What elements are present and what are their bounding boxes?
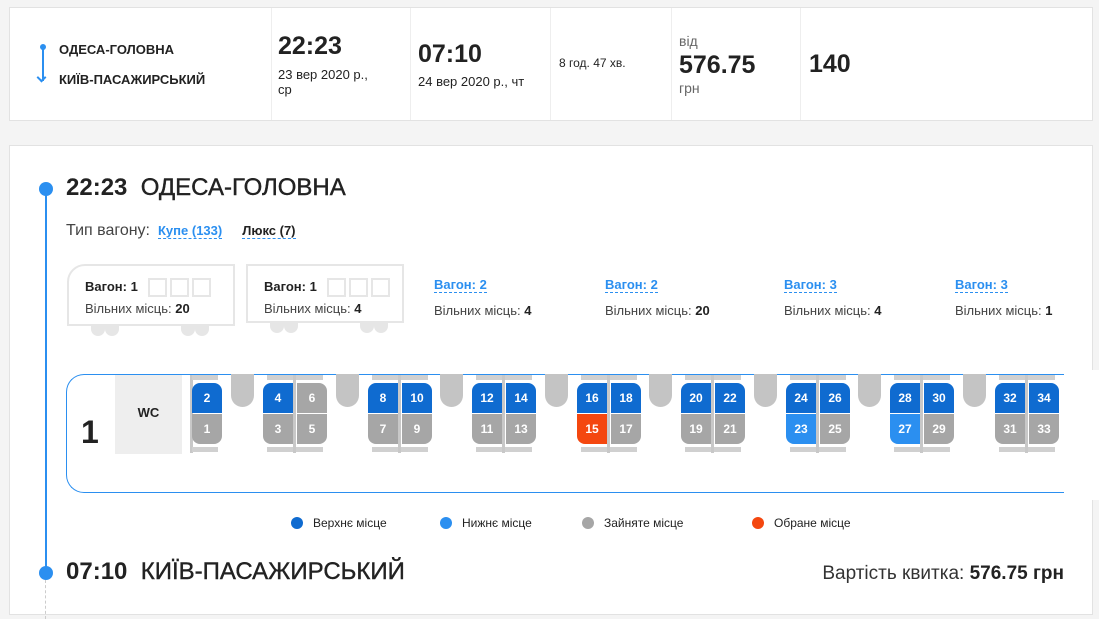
seat-33: 33	[1029, 414, 1059, 444]
seat-5: 5	[297, 414, 327, 444]
seat-12[interactable]: 12	[472, 383, 502, 413]
seat-30[interactable]: 30	[924, 383, 954, 413]
legend-item: Верхнє місце	[291, 516, 387, 530]
table-icon	[336, 374, 359, 407]
car-number: 1	[81, 414, 99, 450]
seat-9: 9	[402, 414, 432, 444]
seat-22[interactable]: 22	[715, 383, 745, 413]
to-station: КИЇВ-ПАСАЖИРСЬКИЙ	[59, 72, 206, 87]
wheel-icon	[270, 323, 284, 333]
seat-4[interactable]: 4	[263, 383, 293, 413]
seat-29: 29	[924, 414, 954, 444]
legend-dot-icon	[582, 517, 594, 529]
wagon-option[interactable]: Вагон: 3 Вільних місць: 1	[955, 277, 1053, 318]
seat-31: 31	[995, 414, 1025, 444]
seat-15[interactable]: 15	[577, 414, 607, 444]
currency: грн	[679, 80, 700, 96]
seat-count: 140	[809, 50, 851, 78]
wheel-icon	[374, 323, 388, 333]
from-station: ОДЕСА-ГОЛОВНА	[59, 42, 175, 57]
seat-11: 11	[472, 414, 502, 444]
seat-27[interactable]: 27	[890, 414, 920, 444]
wagon-type-selector: Тип вагону: Купе (133) Люкс (7)	[66, 222, 296, 240]
seat-24[interactable]: 24	[786, 383, 816, 413]
table-icon	[963, 374, 986, 407]
timeline-line	[45, 188, 47, 572]
table-icon	[231, 374, 254, 407]
wagon-option[interactable]: Вагон: 3 Вільних місць: 4	[784, 277, 882, 318]
seat-25: 25	[820, 414, 850, 444]
seat-18[interactable]: 18	[611, 383, 641, 413]
duration: 8 год. 47 хв.	[559, 56, 626, 70]
departure-time: 22:23	[278, 32, 342, 60]
wagon-card[interactable]: Вагон: 1 Вільних місць: 4	[246, 264, 404, 323]
legend-item: Нижнє місце	[440, 516, 532, 530]
arrival-time: 07:10	[418, 40, 482, 68]
route-arrow-icon	[36, 44, 47, 84]
seat-8[interactable]: 8	[368, 383, 398, 413]
wheel-icon	[284, 323, 298, 333]
table-icon	[440, 374, 463, 407]
table-icon	[545, 374, 568, 407]
departure-date: 23 вер 2020 р.,	[278, 67, 368, 82]
arrival-heading: 07:10 КИЇВ-ПАСАЖИРСЬКИЙ	[66, 558, 405, 585]
ticket-price: Вартість квитка: 576.75 грн	[822, 563, 1064, 584]
seat-19: 19	[681, 414, 711, 444]
wheel-icon	[195, 326, 209, 336]
legend-dot-icon	[291, 517, 303, 529]
wagon-option[interactable]: Вагон: 2 Вільних місць: 4	[434, 277, 532, 318]
car-scheme	[66, 374, 1076, 493]
arrival-date: 24 вер 2020 р., чт	[418, 74, 525, 89]
seat-20[interactable]: 20	[681, 383, 711, 413]
wagon-type-label: Тип вагону:	[66, 222, 150, 239]
train-summary[interactable]: ОДЕСА-ГОЛОВНА КИЇВ-ПАСАЖИРСЬКИЙ 22:23 23…	[9, 7, 1093, 121]
seat-10[interactable]: 10	[402, 383, 432, 413]
wheel-icon	[91, 326, 105, 336]
table-icon	[754, 374, 777, 407]
arrival-dot-icon	[39, 566, 53, 580]
legend-item: Зайняте місце	[582, 516, 683, 530]
legend-item: Обране місце	[752, 516, 851, 530]
seat-1: 1	[192, 414, 222, 444]
seat-7: 7	[368, 414, 398, 444]
wagon-option[interactable]: Вагон: 2 Вільних місць: 20	[605, 277, 710, 318]
seat-28[interactable]: 28	[890, 383, 920, 413]
timeline-dashed	[45, 580, 46, 619]
table-icon	[649, 374, 672, 407]
seat-21: 21	[715, 414, 745, 444]
seat-23[interactable]: 23	[786, 414, 816, 444]
wagon-card[interactable]: Вагон: 1 Вільних місць: 20	[67, 264, 235, 326]
wc: WC	[115, 375, 182, 454]
wagon-label: Вагон: 1	[264, 278, 317, 294]
min-price: 576.75	[679, 51, 756, 79]
seat-3: 3	[263, 414, 293, 444]
wheel-icon	[181, 326, 195, 336]
departure-dot-icon	[39, 182, 53, 196]
wagon-type-lux[interactable]: Люкс (7)	[242, 223, 296, 239]
price-prefix: від	[679, 33, 698, 49]
departure-day: ср	[278, 82, 292, 97]
seat-17: 17	[611, 414, 641, 444]
seat-6: 6	[297, 383, 327, 413]
seat-2[interactable]: 2	[192, 383, 222, 413]
wagon-label: Вагон: 1	[85, 278, 138, 294]
seat-26[interactable]: 26	[820, 383, 850, 413]
table-icon	[858, 374, 881, 407]
seat-16[interactable]: 16	[577, 383, 607, 413]
departure-heading: 22:23 ОДЕСА-ГОЛОВНА	[66, 174, 346, 201]
seat-13: 13	[506, 414, 536, 444]
wheel-icon	[105, 326, 119, 336]
legend-dot-icon	[752, 517, 764, 529]
wheel-icon	[360, 323, 374, 333]
seat-32[interactable]: 32	[995, 383, 1025, 413]
seat-34[interactable]: 34	[1029, 383, 1059, 413]
seat-14[interactable]: 14	[506, 383, 536, 413]
legend-dot-icon	[440, 517, 452, 529]
wagon-type-coupe[interactable]: Купе (133)	[158, 223, 223, 239]
